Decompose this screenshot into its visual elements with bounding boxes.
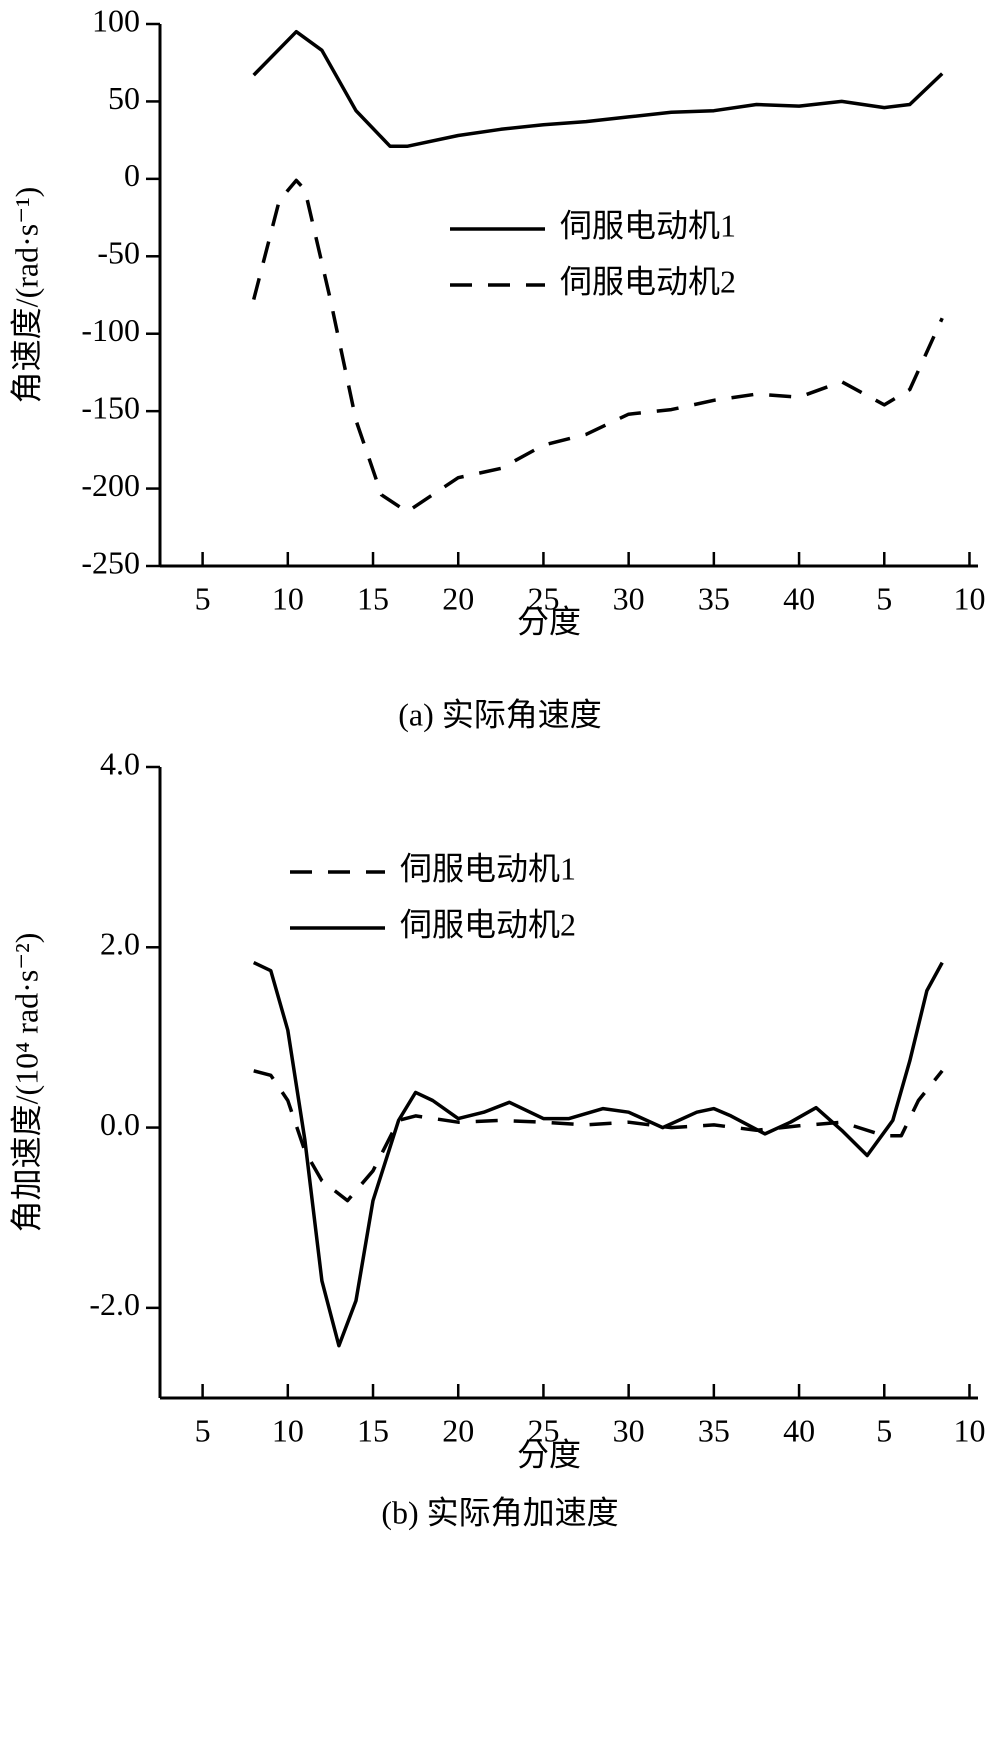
legend-label: 伺服电动机1 <box>400 850 576 886</box>
y-tick-label: -200 <box>81 467 140 503</box>
y-tick-label: 4.0 <box>100 745 140 781</box>
x-tick-label: 30 <box>613 580 645 616</box>
x-tick-label: 15 <box>357 580 389 616</box>
legend-label: 伺服电动机1 <box>560 207 736 243</box>
x-tick-label: 35 <box>698 1412 730 1448</box>
x-tick-label: 10 <box>272 1412 304 1448</box>
x-tick-label: 35 <box>698 580 730 616</box>
y-axis-label: 角加速度/(10⁴ rad·s⁻²) <box>8 933 44 1233</box>
x-tick-label: 20 <box>442 1412 474 1448</box>
y-tick-label: 100 <box>92 2 140 38</box>
caption: (a) 实际角速度 <box>398 696 602 732</box>
y-tick-label: -100 <box>81 312 140 348</box>
y-tick-label: 2.0 <box>100 926 140 962</box>
series-line <box>253 1069 944 1203</box>
x-tick-label: 15 <box>357 1412 389 1448</box>
x-tick-label: 40 <box>783 1412 815 1448</box>
x-tick-label: 40 <box>783 580 815 616</box>
y-tick-label: 0 <box>124 157 140 193</box>
y-tick-label: -250 <box>81 544 140 580</box>
x-tick-label: 5 <box>876 1412 892 1448</box>
caption: (b) 实际角加速度 <box>381 1494 618 1530</box>
legend-label: 伺服电动机2 <box>400 906 576 942</box>
x-tick-label: 30 <box>613 1412 645 1448</box>
x-tick-label: 20 <box>442 580 474 616</box>
x-tick-label: 25 <box>527 1412 559 1448</box>
series-line <box>252 29 944 149</box>
x-axis-label: 分度 <box>517 603 581 639</box>
x-tick-label: 10 <box>953 1412 985 1448</box>
y-axis-label: 角速度/(rad·s⁻¹) <box>8 187 44 404</box>
legend-label: 伺服电动机2 <box>560 263 736 299</box>
y-tick-label: 50 <box>108 80 140 116</box>
x-tick-label: 25 <box>527 580 559 616</box>
x-tick-label: 10 <box>953 580 985 616</box>
y-tick-label: -2.0 <box>89 1286 140 1322</box>
y-tick-label: -50 <box>97 235 140 271</box>
x-tick-label: 10 <box>272 580 304 616</box>
x-axis-label: 分度 <box>517 1436 581 1472</box>
y-tick-label: -150 <box>81 389 140 425</box>
y-tick-label: 0.0 <box>100 1106 140 1142</box>
x-tick-label: 5 <box>195 580 211 616</box>
series-line <box>252 961 944 1348</box>
x-tick-label: 5 <box>195 1412 211 1448</box>
x-tick-label: 5 <box>876 580 892 616</box>
